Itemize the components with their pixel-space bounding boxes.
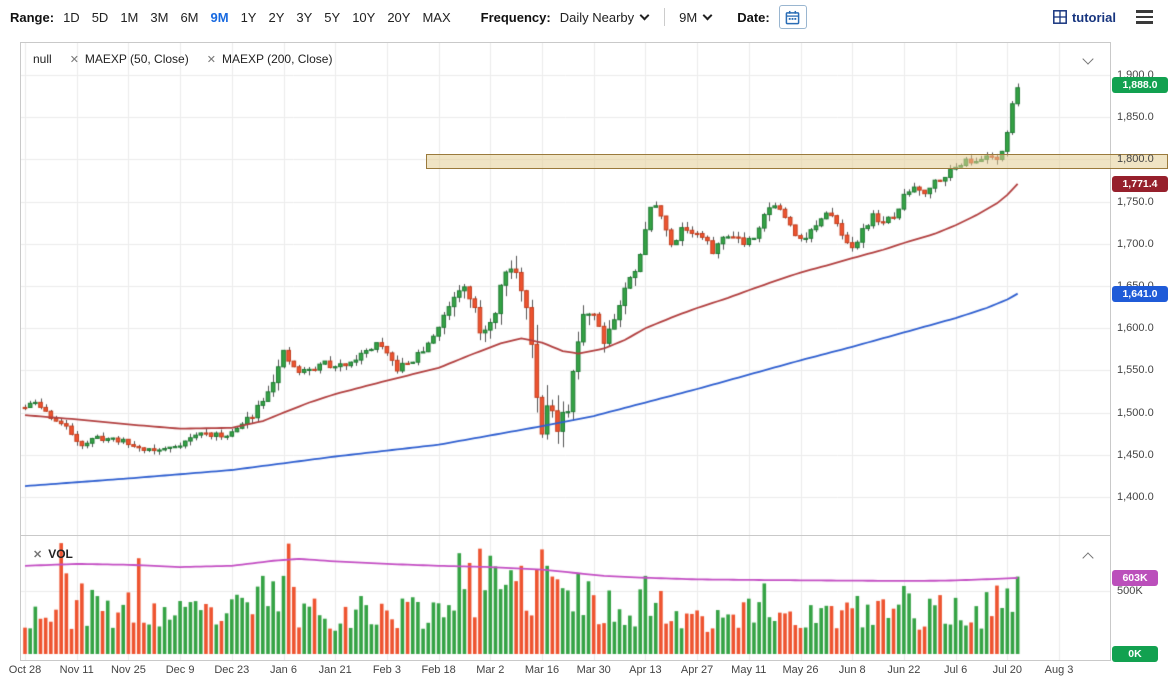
price-axis-tick: 1,450.0 [1117, 448, 1154, 461]
range-option-max[interactable]: MAX [422, 9, 451, 25]
range-button-group: 1D 5D 1M 3M 6M 9M 1Y 2Y 3Y 5Y 10Y 20Y MAX [63, 10, 451, 25]
tutorial-link[interactable]: tutorial [1052, 9, 1116, 25]
volume-legend: ✕ VOL [33, 547, 73, 561]
chevron-down-icon [639, 10, 650, 20]
date-label: Date: [737, 9, 770, 25]
legend-item: null [33, 52, 52, 66]
tutorial-label: tutorial [1071, 9, 1116, 25]
range-option-3m[interactable]: 3M [150, 9, 169, 25]
frequency-dropdown[interactable]: Daily Nearby [559, 9, 650, 25]
time-axis-label: Aug 3 [1044, 664, 1074, 676]
top-toolbar: Range: 1D 5D 1M 3M 6M 9M 1Y 2Y 3Y 5Y 10Y 20Y MAX Fre… [0, 0, 1169, 34]
menu-icon[interactable] [1134, 8, 1155, 26]
price-axis-tick: 1,800.0 [1117, 153, 1154, 166]
range-option-6m[interactable]: 6M [180, 9, 199, 25]
range-option-1y[interactable]: 1Y [240, 9, 257, 25]
tutorial-grid-icon [1052, 10, 1067, 24]
toolbar-divider [664, 8, 666, 26]
time-axis-label: Mar 30 [576, 664, 611, 676]
ma50-value-badge: 1,771.4 [1112, 175, 1168, 192]
time-axis-label: Feb 3 [372, 664, 401, 676]
price-axis-tick: 1,500.0 [1117, 406, 1154, 419]
time-axis-label: Oct 28 [8, 664, 42, 676]
time-axis-label: Jul 6 [943, 664, 968, 676]
close-icon[interactable]: ✕ [33, 548, 43, 561]
panel-divider [21, 535, 1110, 536]
volume-chart-canvas[interactable] [21, 536, 1110, 660]
time-axis-label: Nov 11 [59, 664, 94, 676]
range-option-1m[interactable]: 1M [120, 9, 139, 25]
period-value: 9M [679, 9, 698, 25]
period-dropdown[interactable]: 9M [679, 9, 713, 25]
calendar-button[interactable] [778, 5, 807, 29]
range-option-1d[interactable]: 1D [63, 9, 80, 25]
chevron-down-icon [1082, 53, 1094, 65]
price-chart-canvas[interactable] [21, 43, 1110, 535]
ma200-value-badge: 1,641.0 [1112, 285, 1168, 302]
legend-item: ✕ MAEXP (50, Close) [70, 52, 189, 66]
last-price-badge: 1,888.0 [1112, 77, 1168, 94]
close-icon[interactable]: ✕ [206, 53, 216, 66]
time-axis-label: Apr 27 [680, 664, 714, 676]
volume-ma-badge: 603K [1112, 570, 1158, 587]
time-axis-label: Jun 8 [838, 664, 866, 676]
frequency-label: Frequency: [480, 9, 551, 25]
volume-axis-tick: 500K [1117, 585, 1143, 597]
chevron-up-icon [1082, 552, 1094, 564]
time-axis-label: Mar 16 [524, 664, 560, 676]
time-axis-label: Nov 25 [110, 664, 146, 676]
range-option-20y[interactable]: 20Y [387, 9, 411, 25]
price-axis-tick: 1,550.0 [1117, 364, 1154, 377]
time-axis-label: May 26 [782, 664, 819, 676]
volume-label: VOL [48, 547, 73, 561]
range-option-3y[interactable]: 3Y [296, 9, 313, 25]
price-axis-tick: 1,600.0 [1117, 322, 1154, 335]
time-axis-label: Mar 2 [476, 664, 505, 676]
legend-label: null [33, 52, 52, 66]
legend-item: ✕ MAEXP (200, Close) [207, 52, 333, 66]
legend-label: MAEXP (200, Close) [221, 52, 333, 66]
range-option-5d[interactable]: 5D [91, 9, 109, 25]
price-panel-collapse-button[interactable] [1082, 53, 1094, 65]
time-axis-label: Feb 18 [421, 664, 456, 676]
time-axis-label: Jan 21 [318, 664, 352, 676]
time-axis-label: Jan 6 [270, 664, 297, 676]
volume-last-badge: 0K [1112, 646, 1158, 662]
chart-panel: null ✕ MAEXP (50, Close) ✕ MAEXP (200, Close… [20, 42, 1111, 661]
range-option-10y[interactable]: 10Y [352, 9, 376, 25]
calendar-icon [785, 10, 800, 24]
chevron-down-icon [702, 10, 713, 20]
price-axis-tick: 1,700.0 [1117, 237, 1154, 250]
range-option-2y[interactable]: 2Y [268, 9, 285, 25]
time-axis-label: Jun 22 [887, 664, 921, 676]
time-axis-label: Apr 13 [629, 664, 662, 676]
range-option-9m[interactable]: 9M [210, 9, 229, 25]
price-legend: null ✕ MAEXP (50, Close) ✕ MAEXP (200, Close… [33, 52, 332, 66]
time-axis-label: May 11 [731, 664, 767, 676]
price-axis-tick: 1,750.0 [1117, 195, 1154, 208]
time-axis-label: Dec 23 [214, 664, 250, 676]
volume-panel-collapse-button[interactable] [1082, 549, 1094, 564]
resistance-band-annotation[interactable] [425, 154, 1168, 169]
frequency-value: Daily Nearby [559, 9, 635, 25]
time-axis-label: Jul 20 [992, 664, 1022, 676]
range-option-5y[interactable]: 5Y [324, 9, 341, 25]
close-icon[interactable]: ✕ [69, 53, 79, 66]
time-axis-label: Dec 9 [165, 664, 195, 676]
price-axis-tick: 1,400.0 [1117, 491, 1154, 504]
legend-label: MAEXP (50, Close) [84, 52, 189, 66]
range-label: Range: [10, 9, 55, 25]
price-axis-tick: 1,850.0 [1117, 111, 1154, 124]
